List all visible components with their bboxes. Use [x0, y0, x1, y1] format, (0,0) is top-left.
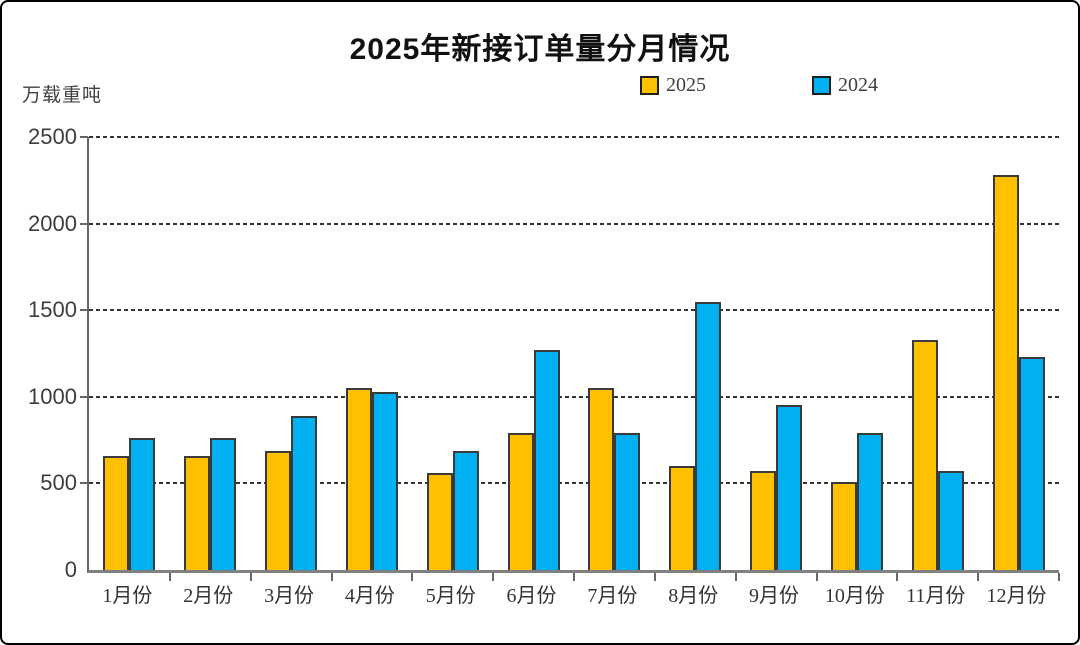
bar-2024-2月份	[210, 438, 237, 570]
bar-2025-11月份	[911, 339, 938, 570]
x-axis-label-12月份: 12月份	[986, 585, 1047, 607]
legend-swatch-2025	[640, 76, 659, 95]
x-axis-label-1月份: 1月份	[102, 585, 153, 607]
x-axis-label-8月份: 8月份	[668, 585, 719, 607]
y-tick-1500	[80, 309, 88, 312]
bar-2025-5月份	[426, 473, 453, 570]
y-tick-1000	[80, 395, 88, 398]
x-tick-2	[249, 573, 252, 581]
bar-2025-8月份	[669, 466, 696, 570]
bars-layer	[89, 137, 1059, 570]
gridline-1000	[89, 395, 1059, 398]
x-tick-5	[492, 573, 495, 581]
plot-area: 0 500 1000 1500 2000 2500	[28, 124, 1060, 582]
x-axis-label-4月份: 4月份	[344, 585, 395, 607]
bar-2024-10月份	[856, 433, 883, 570]
x-axis-label-6月份: 6月份	[506, 585, 557, 607]
x-tick-3	[330, 573, 333, 581]
bar-group-11月份	[897, 137, 978, 570]
x-axis-label-2月份: 2月份	[183, 585, 234, 607]
bar-2025-4月份	[345, 388, 372, 570]
bar-2024-12月份	[1018, 356, 1045, 570]
y-axis-label-2000: 2000	[28, 210, 77, 236]
legend-label-2025: 2025	[666, 74, 706, 96]
x-tick-12	[1058, 573, 1060, 581]
gridline-2000	[89, 222, 1059, 225]
bar-group-5月份	[412, 137, 493, 570]
bar-2025-6月份	[507, 433, 534, 570]
legend-label-2024: 2024	[838, 74, 878, 96]
x-tick-10	[896, 573, 899, 581]
bar-2025-1月份	[103, 455, 130, 570]
bar-2024-11月份	[937, 471, 964, 570]
x-axis-label-11月份: 11月份	[906, 585, 966, 607]
bar-2024-6月份	[533, 350, 560, 570]
bar-group-12月份	[978, 137, 1059, 570]
legend-item-2025: 2025	[640, 74, 706, 97]
legend-swatch-2024	[812, 76, 831, 95]
bar-group-4月份	[331, 137, 412, 570]
x-axis-label-3月份: 3月份	[264, 585, 315, 607]
bar-2024-7月份	[614, 433, 641, 570]
bar-group-3月份	[251, 137, 332, 570]
y-axis-label-2500: 2500	[28, 124, 77, 149]
legend-item-2024: 2024	[812, 74, 878, 97]
x-tick-9	[815, 573, 818, 581]
x-axis-label-5月份: 5月份	[425, 585, 476, 607]
bar-2024-4月份	[371, 391, 398, 570]
gridline-1500	[89, 309, 1059, 312]
bar-group-1月份	[89, 137, 170, 570]
gridline-500	[89, 482, 1059, 485]
bar-2024-3月份	[291, 415, 318, 570]
y-axis-label-500: 500	[40, 470, 77, 496]
x-axis-labels: 1月份 2月份 3月份 4月份 5月份 6月份 7月份 8月份 9月份 10月份 11月份 12月份	[87, 579, 1057, 608]
x-tick-8	[734, 573, 737, 581]
chart-title: 2025年新接订单量分月情况	[349, 33, 731, 66]
x-tick-7	[653, 573, 656, 581]
x-axis-label-7月份: 7月份	[587, 585, 638, 607]
x-tick-1	[168, 573, 171, 581]
x-tick-6	[573, 573, 575, 581]
y-tick-500	[80, 482, 88, 485]
bar-2025-7月份	[588, 388, 615, 570]
bar-2025-3月份	[265, 450, 292, 570]
y-tick-2500	[80, 136, 88, 138]
y-tick-2000	[80, 222, 88, 225]
bar-2025-12月份	[992, 175, 1019, 570]
bar-2025-10月份	[830, 481, 857, 570]
bar-2025-2月份	[184, 455, 211, 570]
y-axis-unit-label: 万载重吨	[22, 85, 103, 106]
y-axis-label-1000: 1000	[28, 383, 77, 409]
bar-2024-5月份	[452, 450, 479, 570]
x-axis-label-9月份: 9月份	[749, 585, 800, 607]
legend: 2025 2024	[640, 74, 878, 97]
bar-group-6月份	[493, 137, 574, 570]
bar-group-10月份	[816, 137, 897, 570]
bar-group-9月份	[736, 137, 817, 570]
y-axis-label-0: 0	[64, 557, 77, 582]
bar-2024-1月份	[129, 438, 156, 570]
bar-group-2月份	[170, 137, 251, 570]
gridline-2500	[89, 136, 1059, 138]
bar-2025-9月份	[750, 471, 777, 570]
x-axis-label-10月份: 10月份	[824, 585, 885, 607]
x-tick-11	[977, 573, 980, 581]
bar-group-8月份	[655, 137, 736, 570]
bar-2024-9月份	[776, 405, 803, 570]
y-axis-label-1500: 1500	[28, 297, 77, 323]
bar-group-7月份	[574, 137, 655, 570]
bar-2024-8月份	[695, 301, 722, 570]
x-tick-4	[411, 573, 414, 581]
